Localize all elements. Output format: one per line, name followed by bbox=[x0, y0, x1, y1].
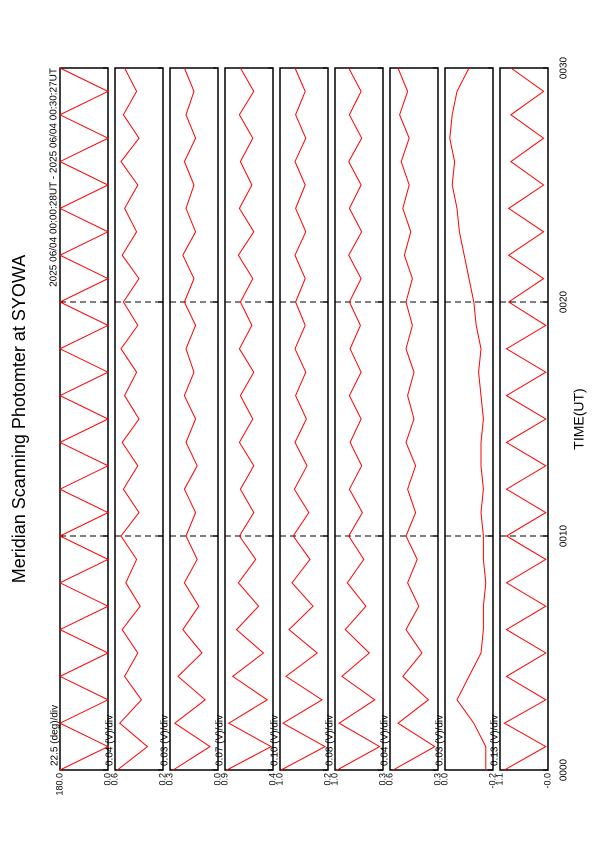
y-tick-label: 0.3 bbox=[432, 773, 442, 786]
y-tick-label: -0.0 bbox=[542, 773, 552, 789]
x-axis-label: TIME(UT) bbox=[571, 388, 587, 449]
x-tick-label: 0010 bbox=[559, 524, 570, 547]
panel-frame bbox=[169, 67, 219, 771]
y-tick-label: -0.2 bbox=[487, 773, 497, 789]
y-tick-label: 0.6 bbox=[109, 773, 119, 786]
panel-label: 0.07 (V)/div bbox=[215, 715, 226, 766]
y-tick-label: 0.0 bbox=[439, 773, 449, 786]
data-line bbox=[226, 67, 273, 771]
panel-frame bbox=[444, 67, 494, 771]
x-tick-label: 0020 bbox=[559, 290, 570, 313]
panel-frame bbox=[334, 67, 384, 771]
chart-subtitle: 2025 06/04 00:00:28UT - 2025 06/04 00:30… bbox=[49, 68, 60, 287]
y-tick-label: 0.2 bbox=[322, 773, 332, 786]
y-tick-label: 1.0 bbox=[274, 773, 284, 786]
panel-label: 0.04 (V)/div bbox=[380, 715, 391, 766]
data-line bbox=[172, 67, 211, 771]
y-tick-label: 0.9 bbox=[219, 773, 229, 786]
y-tick-label: 0.6 bbox=[384, 773, 394, 786]
y-tick-label: 0.3 bbox=[377, 773, 387, 786]
x-tick-label: 0000 bbox=[559, 758, 570, 781]
y-tick-label: 180.0 bbox=[54, 773, 64, 796]
data-line bbox=[392, 67, 436, 771]
y-tick-label: 0.3 bbox=[164, 773, 174, 786]
y-tick-label: 0.2 bbox=[157, 773, 167, 786]
y-tick-label: 0.0 bbox=[102, 773, 112, 786]
y-tick-label: 1.0 bbox=[329, 773, 339, 786]
chart-title: Meridian Scanning Photomter at SYOWA bbox=[9, 255, 29, 583]
panel-label: 0.03 (V)/div bbox=[435, 715, 446, 766]
panel-label: 0.10 (V)/div bbox=[270, 715, 281, 766]
data-line bbox=[58, 67, 110, 771]
x-tick-label: 0030 bbox=[559, 56, 570, 79]
data-line bbox=[336, 67, 381, 771]
panel-label: 0.13 (V)/div bbox=[490, 715, 501, 766]
y-tick-label: 0.4 bbox=[267, 773, 277, 786]
data-line bbox=[280, 67, 327, 771]
panel-frame bbox=[499, 67, 549, 771]
y-tick-label: 0.0 bbox=[212, 773, 222, 786]
panel-label: 0.04 (V)/div bbox=[105, 715, 116, 766]
plot-area: Meridian Scanning Photomter at SYOWA 202… bbox=[9, 56, 587, 795]
panel-frame bbox=[279, 67, 329, 771]
data-line bbox=[449, 67, 487, 770]
panel-frame bbox=[224, 67, 274, 771]
data-line bbox=[503, 67, 547, 771]
data-line bbox=[117, 67, 149, 771]
y-tick-label: 1.1 bbox=[494, 773, 504, 786]
panel-label: 22.5 (deg)/div bbox=[50, 705, 61, 766]
panel-label: 0.03 (V)/div bbox=[160, 715, 171, 766]
panel-label: 0.08 (V)/div bbox=[325, 715, 336, 766]
